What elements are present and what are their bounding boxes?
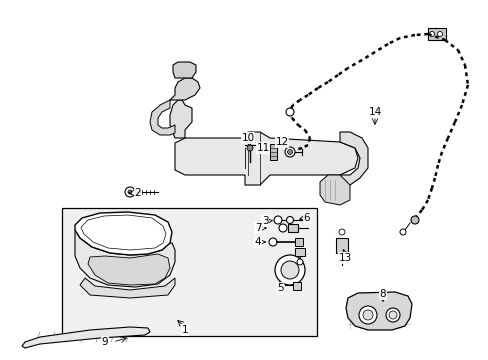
Circle shape (428, 32, 434, 36)
Text: 11: 11 (256, 143, 269, 153)
Circle shape (385, 308, 399, 322)
Text: 2: 2 (134, 188, 141, 198)
Polygon shape (80, 278, 175, 298)
Polygon shape (88, 254, 170, 285)
Text: 4: 4 (254, 237, 261, 247)
Polygon shape (150, 100, 175, 135)
Text: 12: 12 (275, 137, 288, 147)
Text: 14: 14 (367, 107, 381, 117)
Text: 3: 3 (261, 216, 268, 226)
Circle shape (399, 229, 405, 235)
Bar (292, 282, 301, 290)
Circle shape (273, 216, 282, 224)
Circle shape (125, 187, 135, 197)
Circle shape (279, 224, 286, 232)
Circle shape (285, 108, 293, 116)
Circle shape (358, 306, 376, 324)
Text: 7: 7 (254, 223, 261, 233)
Text: 1: 1 (182, 325, 188, 335)
Polygon shape (81, 215, 165, 250)
Circle shape (246, 145, 252, 151)
Bar (294, 238, 303, 246)
Polygon shape (170, 78, 200, 100)
Circle shape (296, 259, 303, 265)
Circle shape (338, 229, 345, 235)
Bar (269, 144, 276, 160)
Polygon shape (175, 132, 357, 185)
Polygon shape (173, 62, 196, 78)
Circle shape (362, 310, 372, 320)
Polygon shape (346, 292, 411, 330)
Bar (427, 28, 445, 40)
Text: 9: 9 (102, 337, 108, 347)
Text: 10: 10 (241, 133, 254, 143)
Circle shape (281, 261, 298, 279)
Polygon shape (319, 175, 349, 205)
Circle shape (268, 238, 276, 246)
Circle shape (388, 311, 396, 319)
Polygon shape (339, 132, 367, 185)
Bar (294, 248, 305, 256)
Text: 13: 13 (338, 253, 351, 263)
Text: 5: 5 (276, 283, 283, 293)
Bar (335, 238, 347, 253)
Polygon shape (75, 212, 172, 255)
Circle shape (285, 147, 294, 157)
Text: 6: 6 (303, 213, 310, 223)
Polygon shape (22, 327, 150, 348)
Polygon shape (75, 230, 175, 287)
Text: 8: 8 (379, 289, 386, 299)
Circle shape (128, 190, 132, 194)
Circle shape (437, 32, 442, 36)
Polygon shape (170, 100, 192, 138)
Circle shape (287, 149, 292, 154)
Circle shape (286, 216, 293, 224)
Bar (62, 208, 316, 336)
Circle shape (274, 255, 305, 285)
Circle shape (410, 216, 418, 224)
Bar (287, 224, 297, 232)
